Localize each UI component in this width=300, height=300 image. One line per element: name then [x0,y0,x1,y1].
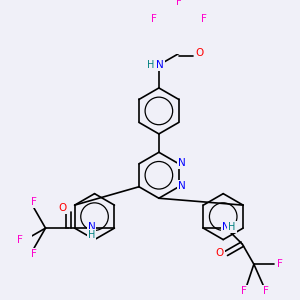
Text: H: H [147,60,155,70]
Text: F: F [31,249,37,259]
Text: N: N [178,181,186,191]
Text: N: N [88,222,95,232]
Text: F: F [263,286,269,296]
Text: F: F [241,286,247,296]
Text: O: O [195,49,203,58]
Text: N: N [156,60,164,70]
Text: N: N [178,158,186,168]
Text: F: F [176,0,182,7]
Text: O: O [216,248,224,258]
Text: F: F [17,235,23,244]
Text: F: F [201,14,207,24]
Text: F: F [31,197,37,207]
Text: H: H [228,222,236,232]
Text: F: F [277,259,283,269]
Text: N: N [222,222,229,232]
Text: O: O [58,203,67,213]
Text: H: H [88,230,95,240]
Text: F: F [151,14,157,24]
